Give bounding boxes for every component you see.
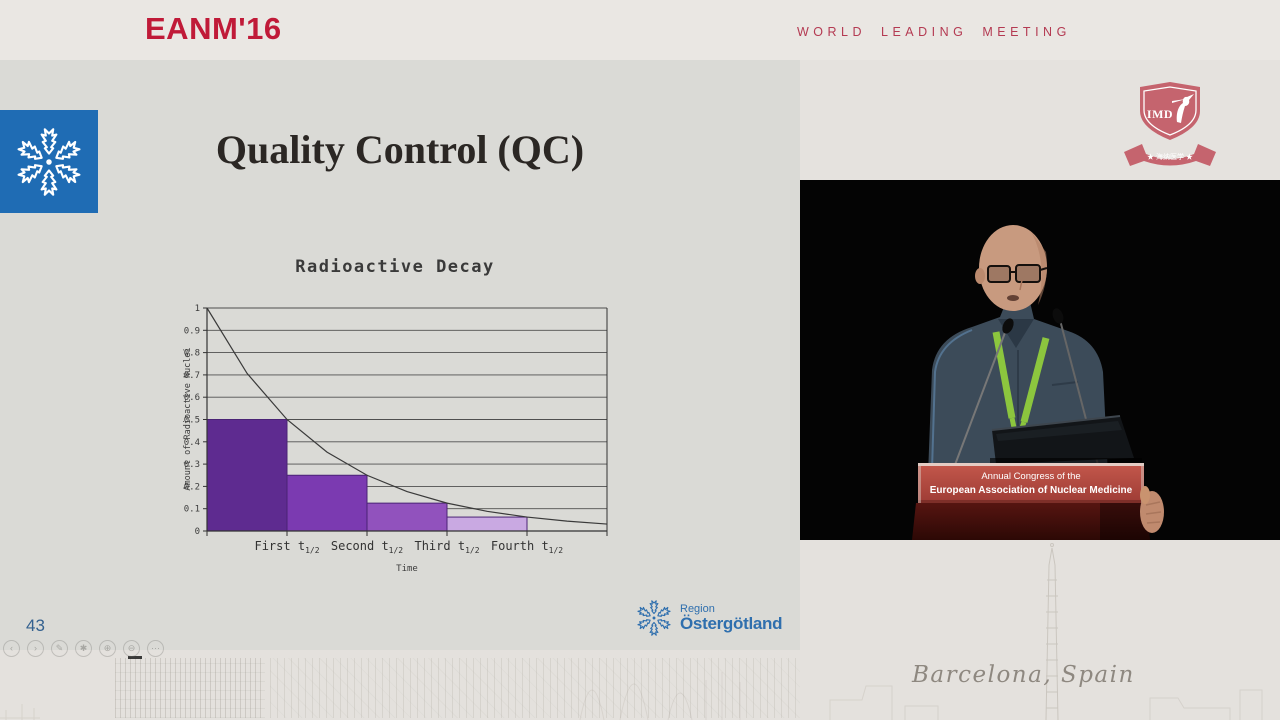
- svg-text:0.8: 0.8: [184, 349, 200, 359]
- svg-text:0.6: 0.6: [184, 393, 200, 403]
- podium: Annual Congress of the European Associat…: [912, 463, 1164, 540]
- glasses-icon: [987, 265, 1011, 283]
- speaker-video-panel: Annual Congress of the European Associat…: [800, 180, 1280, 540]
- eanm-logo: EANM'16: [145, 11, 282, 46]
- small-dash-mark: [128, 656, 142, 659]
- chart-title: Radioactive Decay: [295, 257, 495, 277]
- banner-line2: European Association of Nuclear Medicine: [930, 485, 1133, 496]
- slide-page-number: 43: [26, 616, 45, 635]
- svg-text:0.7: 0.7: [184, 371, 200, 381]
- radioactive-decay-chart: Radioactive Decay Amount of Radioactive …: [165, 255, 625, 585]
- svg-text:0.1: 0.1: [184, 505, 200, 515]
- header-tagline: WORLD LEADING MEETING: [797, 25, 1071, 39]
- laser-tool-button[interactable]: ✱: [75, 640, 92, 657]
- presenter-toolbar: ‹ › ✎ ✱ ⊕ ⊖ ⋯: [3, 640, 164, 657]
- svg-text:Second t1/2: Second t1/2: [331, 539, 403, 555]
- speaker-silhouette: [928, 225, 1108, 475]
- woodpecker-icon: [1172, 94, 1194, 123]
- more-options-button[interactable]: ⋯: [147, 640, 164, 657]
- cornflower-icon: [636, 600, 672, 636]
- region-logo-line2: Östergötland: [680, 614, 783, 633]
- sagrada-tower-sketch: [1045, 543, 1059, 720]
- svg-text:First t1/2: First t1/2: [254, 539, 319, 555]
- imd-ribbon-text: ★ 海纳医学 ★: [1147, 152, 1193, 161]
- prev-slide-button[interactable]: ‹: [3, 640, 20, 657]
- speaker-hand: [1140, 486, 1164, 533]
- zoom-out-button[interactable]: ⊖: [123, 640, 140, 657]
- imd-shield: [1140, 82, 1200, 140]
- sketch-hatch-right: [270, 658, 800, 718]
- svg-text:1: 1: [195, 304, 200, 314]
- chart-plot-area: Amount of Radioactive Nuclei Time 0 0.1 0.…: [183, 304, 608, 574]
- laptop: [990, 415, 1142, 466]
- sketch-hatch-left: [115, 658, 265, 718]
- imd-label: IMD: [1147, 107, 1173, 121]
- imd-crest-logo: IMD ★ 海纳医学 ★: [1124, 82, 1216, 166]
- imd-ribbon: [1124, 144, 1216, 166]
- y-axis-label: Amount of Radioactive Nuclei: [183, 347, 193, 490]
- svg-text:Fourth t1/2: Fourth t1/2: [491, 539, 563, 555]
- svg-text:0.9: 0.9: [184, 326, 200, 336]
- cornflower-icon: [15, 127, 83, 196]
- slide-title: Quality Control (QC): [215, 127, 585, 172]
- svg-text:Third t1/2: Third t1/2: [414, 539, 479, 555]
- region-ostergotland-footer-logo: Region Östergötland: [634, 598, 782, 638]
- next-slide-button[interactable]: ›: [27, 640, 44, 657]
- podium-banner: Annual Congress of the European Associat…: [918, 463, 1144, 503]
- zoom-in-button[interactable]: ⊕: [99, 640, 116, 657]
- speaker-head: [979, 225, 1047, 311]
- region-logo-line1: Region: [680, 603, 715, 615]
- banner-line1: Annual Congress of the: [981, 471, 1080, 482]
- presentation-slide: Quality Control (QC) Radioactive Decay A…: [0, 60, 800, 657]
- svg-text:0.2: 0.2: [184, 482, 200, 492]
- header-bar: EANM'16 WORLD LEADING MEETING: [0, 0, 1280, 60]
- location-caption: Barcelona, Spain: [912, 662, 1135, 688]
- svg-text:0.5: 0.5: [184, 416, 200, 426]
- svg-text:0: 0: [195, 527, 200, 537]
- pen-tool-button[interactable]: ✎: [51, 640, 68, 657]
- svg-text:0.4: 0.4: [184, 438, 200, 448]
- x-axis-label: Time: [396, 564, 418, 574]
- region-ostergotland-emblem: [0, 110, 98, 213]
- svg-text:0.3: 0.3: [184, 460, 200, 470]
